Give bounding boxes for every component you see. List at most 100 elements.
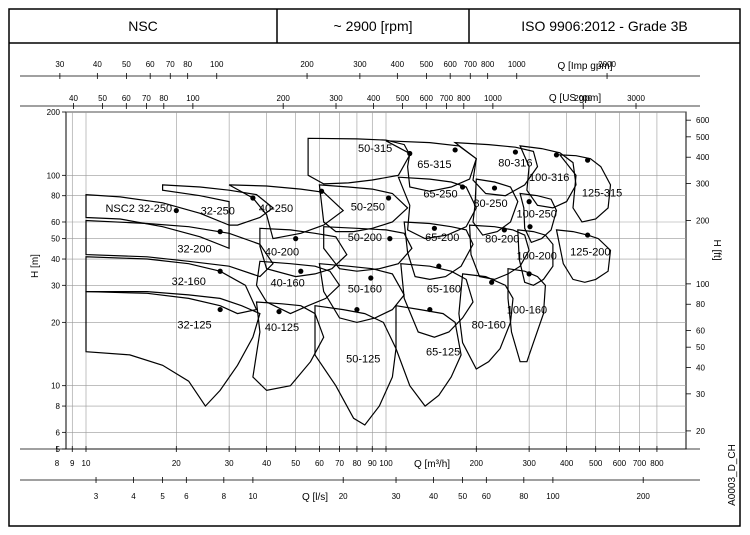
bep-point-125-315 bbox=[585, 157, 591, 163]
x-main-tick-label: 500 bbox=[589, 459, 603, 468]
curve-50-250 bbox=[318, 184, 409, 233]
x-imp-tick-label: 30 bbox=[55, 60, 64, 69]
curve-65-200 bbox=[403, 221, 474, 281]
x-ls-tick-label: 6 bbox=[184, 492, 189, 501]
bep-point-65-250 bbox=[459, 184, 466, 190]
bep-point-100-160 bbox=[526, 271, 532, 277]
x-main-tick-label: 800 bbox=[650, 459, 664, 468]
x-ls-tick-label: 20 bbox=[339, 492, 348, 501]
x-us-tick-label: 70 bbox=[142, 94, 151, 103]
bep-point-40-200 bbox=[293, 236, 299, 242]
label-40-200: 40-200 bbox=[265, 246, 299, 258]
x-main-tick-label: 50 bbox=[291, 459, 300, 468]
bep-point-32-160 bbox=[217, 268, 223, 274]
x-ls-tick-label: 60 bbox=[482, 492, 491, 501]
curve-40-125 bbox=[252, 301, 325, 392]
x-main-tick-label: 100 bbox=[379, 459, 393, 468]
x-us-tick-label: 600 bbox=[420, 94, 434, 103]
label-50-200: 50-200 bbox=[348, 232, 382, 244]
y-left-tick-label: 8 bbox=[56, 402, 61, 411]
y-right-tick-label: 400 bbox=[696, 153, 710, 162]
bep-point-65-200 bbox=[431, 225, 438, 231]
curve-125-315 bbox=[558, 154, 612, 223]
x-us-tick-label: 200 bbox=[277, 94, 291, 103]
outer-frame bbox=[8, 8, 741, 527]
curve-80-160 bbox=[458, 273, 514, 370]
curve-nsc2-32-250 bbox=[85, 193, 230, 250]
x-ls-tick-label: 10 bbox=[248, 492, 257, 501]
bep-point-65-160 bbox=[436, 263, 442, 269]
curve-80-200 bbox=[468, 224, 530, 281]
bep-point-50-160 bbox=[368, 275, 374, 281]
x-ls-tick-label: 100 bbox=[546, 492, 560, 501]
y-left-tick-label: 30 bbox=[51, 281, 60, 290]
label-40-250: 40-250 bbox=[259, 203, 293, 215]
x-imp-tick-label: 70 bbox=[166, 60, 175, 69]
label-65-125: 65-125 bbox=[426, 347, 460, 359]
label-40-125: 40-125 bbox=[265, 322, 299, 334]
x-main-tick-label: 8 bbox=[55, 459, 60, 468]
y-right-axis-title: H [ft] bbox=[711, 239, 722, 260]
curves: NSC2 32-250 32-250 32-200 32-160 32-125 40-25… bbox=[85, 137, 622, 426]
curve-100-250 bbox=[519, 192, 558, 244]
y-right-tick-label: 80 bbox=[696, 300, 705, 309]
y-right-tick-label: 60 bbox=[696, 327, 705, 336]
x-ls-tick-label: 3 bbox=[94, 492, 99, 501]
x-imp-tick-label: 600 bbox=[444, 60, 458, 69]
x-main-tick-label: 20 bbox=[172, 459, 181, 468]
x-ls-tick-label: 5 bbox=[160, 492, 165, 501]
y-left-tick-label: 200 bbox=[47, 108, 61, 117]
y-left-tick-label: 50 bbox=[51, 235, 60, 244]
x-imp-tick-label: 700 bbox=[464, 60, 478, 69]
x-imp-tick-label: 2000 bbox=[598, 60, 616, 69]
label-32-125: 32-125 bbox=[177, 320, 211, 332]
y-left-tick-label: 6 bbox=[56, 428, 61, 437]
curve-100-316 bbox=[519, 145, 577, 209]
y-left-tick-label: 20 bbox=[51, 318, 60, 327]
label-50-125: 50-125 bbox=[346, 353, 380, 365]
label-65-250: 65-250 bbox=[423, 188, 457, 200]
x-us-tick-label: 60 bbox=[122, 94, 131, 103]
x-main-tick-label: 200 bbox=[470, 459, 484, 468]
x-us-tick-label: 40 bbox=[69, 94, 78, 103]
chart-code: A0003_D_CH bbox=[727, 444, 738, 506]
x-main-tick-label: 300 bbox=[522, 459, 536, 468]
x-main-tick-label: 90 bbox=[368, 459, 377, 468]
y-left-tick-label: 10 bbox=[51, 382, 60, 391]
x-imp-tick-label: 60 bbox=[146, 60, 155, 69]
label-50-315: 50-315 bbox=[358, 143, 392, 155]
x-main-tick-label: 9 bbox=[70, 459, 75, 468]
x-main-tick-label: 80 bbox=[352, 459, 361, 468]
bep-point-40-160 bbox=[298, 268, 304, 274]
x-ls-tick-label: 200 bbox=[637, 492, 651, 501]
label-65-160: 65-160 bbox=[427, 283, 461, 295]
label-32-160: 32-160 bbox=[172, 276, 206, 288]
x-imp-tick-label: 40 bbox=[93, 60, 102, 69]
curve-50-315 bbox=[307, 137, 411, 185]
bep-point-80-250 bbox=[491, 185, 498, 191]
x-imp-tick-label: 50 bbox=[122, 60, 131, 69]
label-125-200: 125-200 bbox=[570, 246, 610, 258]
y-right-tick-label: 50 bbox=[696, 343, 705, 352]
curve-40-160 bbox=[255, 260, 341, 315]
x-ls-tick-label: 80 bbox=[519, 492, 528, 501]
x-us-tick-label: 1000 bbox=[484, 94, 502, 103]
header-series: NSC bbox=[128, 18, 158, 34]
x-main-tick-label: 70 bbox=[335, 459, 344, 468]
curve-40-250 bbox=[228, 184, 345, 240]
label-32-200: 32-200 bbox=[177, 243, 211, 255]
x-imp-tick-label: 300 bbox=[353, 60, 367, 69]
x-us-tick-label: 100 bbox=[186, 94, 200, 103]
x-ls-tick-label: 50 bbox=[458, 492, 467, 501]
x-us-tick-label: 400 bbox=[367, 94, 381, 103]
x-main-tick-label: 60 bbox=[315, 459, 324, 468]
x-us-tick-label: 700 bbox=[440, 94, 454, 103]
bep-point-100-316 bbox=[553, 152, 560, 158]
label-65-315: 65-315 bbox=[417, 159, 451, 171]
bep-point-80-316 bbox=[512, 149, 519, 155]
bep-point-80-160 bbox=[489, 279, 495, 285]
x-ls-tick-label: 4 bbox=[131, 492, 136, 501]
x-us-tick-label: 3000 bbox=[627, 94, 645, 103]
curve-100-160 bbox=[507, 268, 547, 363]
